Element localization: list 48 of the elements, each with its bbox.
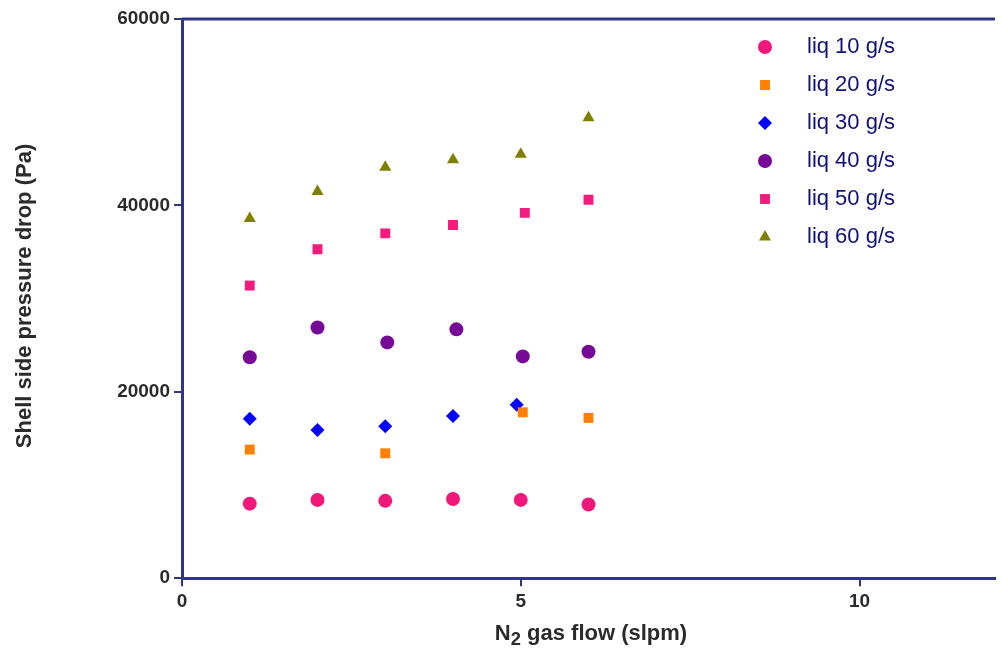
legend-label: liq 60 g/s [807, 223, 896, 249]
point [310, 423, 325, 438]
point [243, 211, 256, 222]
y-tick-label: 0 [159, 566, 170, 588]
point [448, 220, 458, 230]
point [519, 207, 530, 218]
point [310, 492, 325, 507]
point [446, 152, 460, 164]
point [242, 350, 257, 365]
y-tick-label: 60000 [117, 7, 170, 29]
point [242, 411, 257, 426]
legend-label: liq 20 g/s [807, 71, 896, 97]
point [582, 110, 595, 122]
x-tick-label: 0 [176, 589, 188, 611]
legend-label: liq 50 g/s [807, 185, 896, 211]
y-tick-label: 40000 [117, 193, 170, 215]
point [380, 228, 391, 239]
point [244, 444, 255, 455]
point [513, 492, 528, 507]
point [517, 407, 528, 418]
x-tick-label: 10 [848, 589, 871, 611]
point [583, 412, 594, 423]
point [449, 322, 464, 337]
point [312, 244, 323, 255]
x-axis-title: N$_{2}$ gas flow (slpm) [493, 620, 689, 651]
point [509, 397, 524, 412]
point [244, 280, 255, 291]
legend-label: liq 40 g/s [807, 147, 896, 173]
point [380, 448, 391, 459]
point [311, 184, 324, 195]
point [583, 194, 594, 205]
point [515, 349, 530, 364]
y-tick-label: 20000 [117, 380, 170, 402]
point [446, 409, 460, 424]
point [446, 491, 460, 506]
point [242, 496, 257, 511]
legend-label: liq 30 g/s [807, 109, 896, 135]
point [378, 493, 393, 508]
point [380, 335, 395, 350]
point [581, 497, 596, 512]
point [310, 320, 325, 335]
x-tick-label: 5 [515, 589, 527, 611]
point [379, 160, 392, 171]
legend-label: liq 10 g/s [807, 33, 896, 59]
y-axis-title: Shell side pressure drop (Pa) [11, 143, 37, 449]
point [581, 344, 596, 359]
point [378, 419, 393, 434]
point [514, 147, 527, 158]
